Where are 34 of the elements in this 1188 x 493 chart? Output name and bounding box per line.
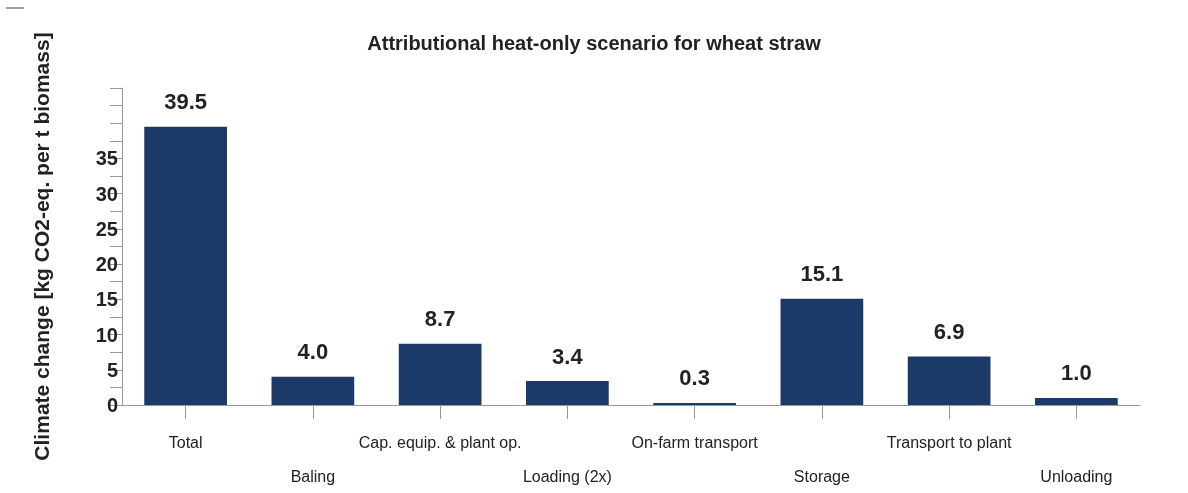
data-label: 1.0 — [1061, 360, 1092, 386]
chart-title: Attributional heat-only scenario for wheat straw — [367, 32, 822, 54]
y-tick-label: 20 — [95, 253, 118, 276]
y-tick-label: 5 — [106, 358, 118, 381]
y-tick-label: 10 — [95, 323, 118, 346]
x-tick-label: Baling — [290, 467, 336, 485]
data-label: 15.1 — [800, 261, 844, 287]
bar — [1035, 397, 1118, 405]
y-axis-title: Climate change [kg CO2-eq. per t biomass] — [30, 32, 53, 461]
bar — [271, 376, 355, 405]
x-tick-label: Unloading — [1040, 467, 1113, 485]
data-label: 3.4 — [552, 343, 584, 369]
bar — [653, 402, 736, 405]
y-tick-label: 35 — [95, 147, 118, 170]
y-tick-label: 25 — [95, 217, 118, 240]
data-label: 6.9 — [933, 318, 965, 344]
bar — [398, 343, 482, 405]
bar — [907, 356, 991, 405]
data-label: 4.0 — [297, 339, 329, 365]
x-tick-label: Total — [168, 433, 203, 451]
y-tick-label: 15 — [95, 288, 118, 311]
y-tick-label: 0 — [106, 394, 118, 416]
bar — [780, 298, 864, 405]
data-label: 0.3 — [679, 365, 710, 391]
x-tick-label: Cap. equip. & plant op. — [358, 433, 522, 451]
x-tick-label: Transport to plant — [886, 433, 1013, 451]
bar — [526, 381, 609, 405]
data-label: 8.7 — [424, 306, 456, 332]
data-label: 39.5 — [164, 89, 208, 115]
y-tick-label: 30 — [95, 182, 118, 205]
x-tick-label: On-farm transport — [631, 433, 759, 451]
x-tick-label: Storage — [793, 467, 850, 485]
x-tick-label: Loading (2x) — [522, 467, 612, 485]
bar — [144, 126, 227, 405]
